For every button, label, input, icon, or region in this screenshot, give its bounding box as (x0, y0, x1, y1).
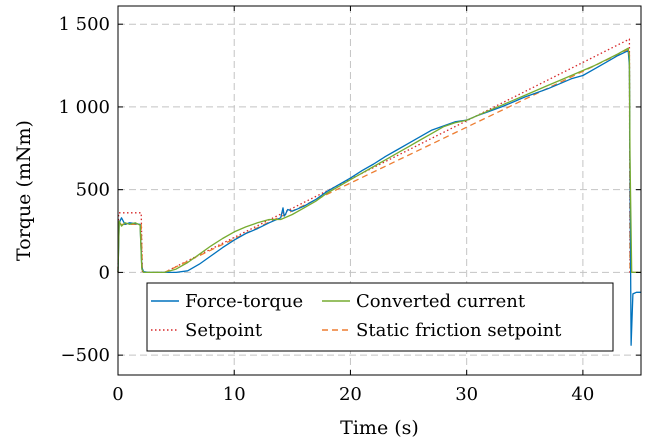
y-tick-label: 1 000 (58, 97, 110, 118)
y-tick-label: 1 500 (58, 14, 110, 35)
y-tick-label: 500 (76, 180, 110, 201)
y-axis-label: Torque (mNm) (13, 120, 35, 261)
x-tick-label: 20 (339, 384, 362, 405)
y-tick-label: −500 (61, 345, 110, 366)
legend-label: Force-torque (185, 291, 303, 312)
legend-box (146, 282, 614, 352)
legend-label: Converted current (356, 291, 526, 312)
x-tick-label: 10 (223, 384, 246, 405)
legend-label: Static friction setpoint (356, 320, 562, 341)
x-tick-label: 30 (455, 384, 478, 405)
series-line-1 (117, 47, 641, 274)
plot-frame (117, 5, 642, 376)
x-tick-label: 0 (112, 384, 123, 405)
y-tick-label: 0 (99, 262, 110, 283)
series-line-2 (117, 38, 641, 274)
x-tick-label: 40 (571, 384, 594, 405)
x-axis-label: Time (s) (340, 417, 419, 439)
legend: Force-torque Converted current Setpoint Sta… (146, 282, 614, 352)
series-lines (117, 38, 641, 346)
legend-label: Setpoint (185, 320, 263, 341)
